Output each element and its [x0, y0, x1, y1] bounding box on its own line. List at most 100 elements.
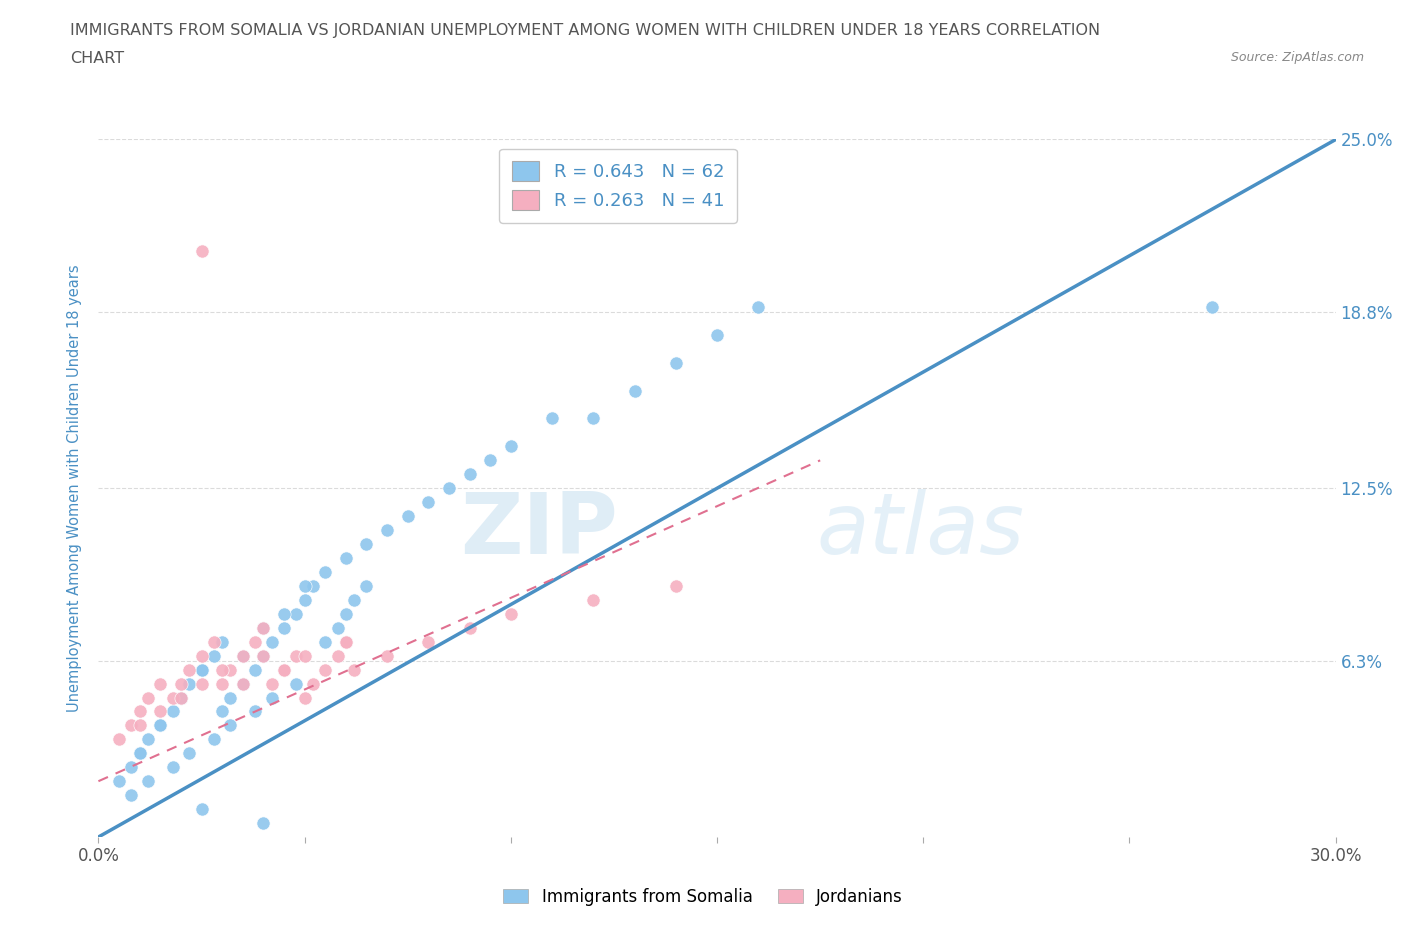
Point [706, 327, 728, 342]
Y-axis label: Unemployment Among Women with Children Under 18 years: Unemployment Among Women with Children U… [67, 264, 83, 712]
Point [294, 578, 316, 593]
Point [335, 606, 357, 621]
Point [375, 648, 398, 663]
Point [302, 676, 325, 691]
Point [120, 760, 142, 775]
Point [232, 676, 254, 691]
Text: CHART: CHART [70, 51, 124, 66]
Point [294, 648, 316, 663]
Point [418, 634, 440, 649]
Point [252, 648, 274, 663]
Point [211, 676, 233, 691]
Point [120, 788, 142, 803]
Point [343, 662, 366, 677]
Point [335, 634, 357, 649]
Point [437, 481, 460, 496]
Point [294, 690, 316, 705]
Point [190, 802, 212, 817]
Point [273, 620, 295, 635]
Point [136, 774, 159, 789]
Point [582, 411, 605, 426]
Text: atlas: atlas [815, 488, 1024, 572]
Point [273, 662, 295, 677]
Point [499, 439, 522, 454]
Point [108, 732, 131, 747]
Point [136, 732, 159, 747]
Point [252, 620, 274, 635]
Point [170, 690, 193, 705]
Point [179, 662, 201, 677]
Point [273, 606, 295, 621]
Point [162, 760, 184, 775]
Point [190, 648, 212, 663]
Point [665, 578, 688, 593]
Point [665, 355, 688, 370]
Point [273, 662, 295, 677]
Point [170, 676, 193, 691]
Point [260, 690, 283, 705]
Point [326, 648, 349, 663]
Point [252, 648, 274, 663]
Point [747, 299, 769, 314]
Point [128, 718, 150, 733]
Point [343, 592, 366, 607]
Point [260, 676, 283, 691]
Point [170, 690, 193, 705]
Point [232, 676, 254, 691]
Point [285, 648, 308, 663]
Point [314, 634, 336, 649]
Point [418, 495, 440, 510]
Point [190, 244, 212, 259]
Point [190, 676, 212, 691]
Point [179, 746, 201, 761]
Point [582, 592, 605, 607]
Point [128, 746, 150, 761]
Point [285, 676, 308, 691]
Point [243, 704, 266, 719]
Point [314, 662, 336, 677]
Point [243, 662, 266, 677]
Point [136, 690, 159, 705]
Point [149, 718, 172, 733]
Point [232, 648, 254, 663]
Point [179, 676, 201, 691]
Point [202, 634, 225, 649]
Point [108, 774, 131, 789]
Point [294, 592, 316, 607]
Point [128, 704, 150, 719]
Point [479, 453, 502, 468]
Point [375, 523, 398, 538]
Point [170, 690, 193, 705]
Point [243, 634, 266, 649]
Point [120, 718, 142, 733]
Point [232, 648, 254, 663]
Point [260, 634, 283, 649]
Point [211, 634, 233, 649]
Legend: R = 0.643   N = 62, R = 0.263   N = 41: R = 0.643 N = 62, R = 0.263 N = 41 [499, 149, 737, 222]
Point [458, 467, 481, 482]
Point [623, 383, 645, 398]
Point [149, 704, 172, 719]
Point [211, 662, 233, 677]
Point [396, 509, 419, 524]
Point [128, 746, 150, 761]
Point [219, 662, 242, 677]
Point [499, 606, 522, 621]
Point [458, 620, 481, 635]
Point [149, 676, 172, 691]
Point [326, 620, 349, 635]
Point [252, 816, 274, 830]
Text: IMMIGRANTS FROM SOMALIA VS JORDANIAN UNEMPLOYMENT AMONG WOMEN WITH CHILDREN UNDE: IMMIGRANTS FROM SOMALIA VS JORDANIAN UNE… [70, 23, 1101, 38]
Point [219, 718, 242, 733]
Point [335, 551, 357, 565]
Text: Source: ZipAtlas.com: Source: ZipAtlas.com [1230, 51, 1364, 64]
Point [285, 606, 308, 621]
Point [252, 620, 274, 635]
Point [162, 690, 184, 705]
Point [302, 578, 325, 593]
Point [190, 662, 212, 677]
Legend: Immigrants from Somalia, Jordanians: Immigrants from Somalia, Jordanians [496, 881, 910, 912]
Point [356, 578, 378, 593]
Text: ZIP: ZIP [460, 488, 619, 572]
Point [211, 704, 233, 719]
